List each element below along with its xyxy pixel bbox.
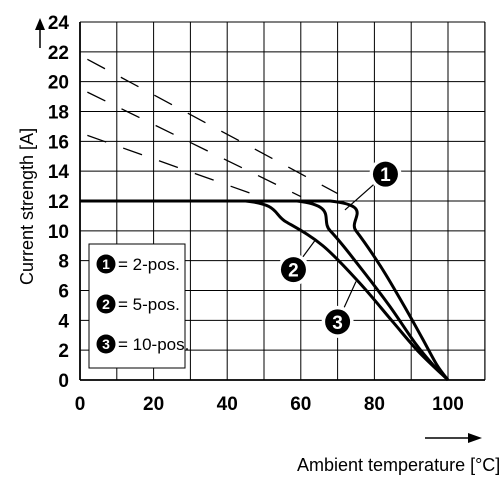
y-tick-label: 24: [48, 13, 70, 34]
x-tick-label: 20: [143, 394, 164, 415]
x-tick-label: 60: [290, 394, 311, 415]
dashed-reference-line: [87, 134, 265, 199]
legend: 1 = 2-pos. 2 = 5-pos. 3 = 10-pos.: [88, 243, 189, 369]
x-axis-label: Ambient temperature [°C]: [297, 455, 500, 475]
x-tick-labels: 0 20 40 60 80 100: [75, 394, 464, 415]
callout-badge: [372, 161, 398, 187]
legend-badge-number: 2: [102, 296, 110, 312]
legend-badge-number: 3: [102, 336, 110, 352]
derating-curves: [80, 199, 450, 382]
callout-badge: [280, 257, 306, 283]
curve-10pos: [80, 199, 450, 382]
callout-number: 2: [288, 261, 299, 282]
legend-entry: = 2-pos.: [118, 255, 180, 274]
y-tick-label: 12: [48, 192, 69, 213]
y-tick-label: 18: [48, 103, 69, 124]
curve-callouts: 1 2 3: [277, 158, 402, 338]
y-tick-label: 0: [58, 371, 69, 392]
legend-badge: [96, 294, 116, 314]
legend-badge: [96, 334, 116, 354]
x-tick-label: 40: [217, 394, 238, 415]
dashed-reference-line: [87, 91, 302, 198]
y-tick-label: 20: [48, 73, 69, 94]
legend-entry: = 10-pos.: [118, 335, 189, 354]
callout-leaders: [292, 173, 386, 323]
y-tick-label: 6: [58, 282, 69, 303]
y-tick-label: 22: [48, 43, 69, 64]
curve-2pos: [80, 199, 450, 381]
callout-number: 1: [380, 165, 391, 186]
y-tick-label: 10: [48, 222, 69, 243]
x-tick-label: 80: [364, 394, 385, 415]
dashed-reference-line: [87, 58, 338, 195]
y-tick-label: 4: [58, 311, 69, 332]
y-axis-arrow-head: [35, 18, 45, 30]
y-tick-label: 8: [58, 252, 69, 273]
legend-badge-number: 1: [102, 256, 110, 272]
x-tick-label: 0: [75, 394, 86, 415]
legend-entry: = 5-pos.: [118, 295, 180, 314]
y-tick-label: 16: [48, 132, 69, 153]
callout-badge: [325, 309, 351, 335]
y-axis-label: Current strength [A]: [17, 128, 37, 285]
dashed-reference-lines: [87, 58, 338, 199]
y-tick-label: 14: [48, 162, 70, 183]
y-tick-label: 2: [58, 341, 69, 362]
callout-number: 3: [332, 313, 343, 334]
x-axis-arrow-head: [468, 433, 482, 443]
x-tick-label: 100: [432, 394, 464, 415]
legend-badge: [96, 254, 116, 274]
